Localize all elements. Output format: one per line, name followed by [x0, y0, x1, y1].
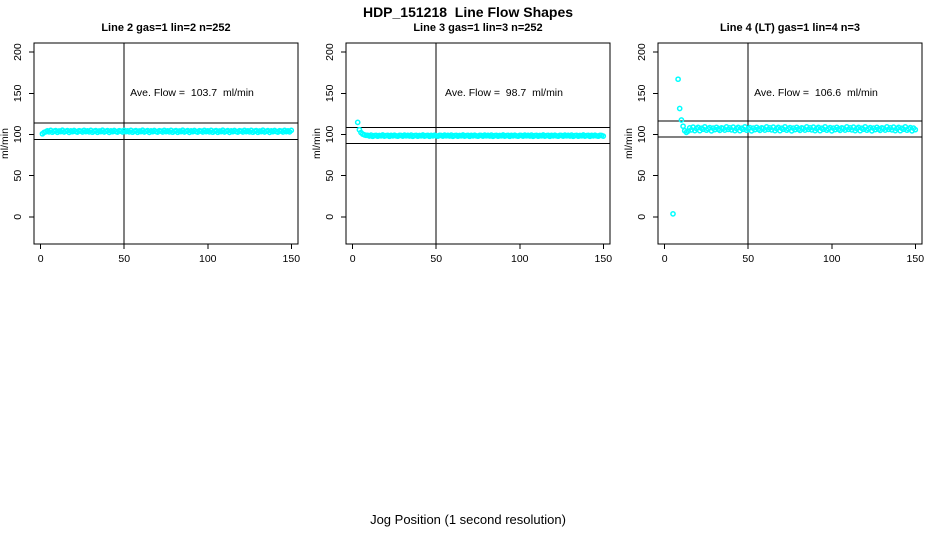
- chart-canvas-line-2: 0 50 100 150 0 50 100 150 200 ml/min: [0, 42, 301, 265]
- x-tick-label: 50: [118, 253, 130, 265]
- x-tick-label: 100: [823, 253, 841, 265]
- panel-line-3: Line 3 gas=1 lin=3 n=252 0 50 100 150 0 50 100…: [312, 0, 624, 280]
- ave-flow-annotation-line-4: Ave. Flow = 106.6 ml/min: [754, 87, 878, 99]
- x-tick-label: 100: [199, 253, 217, 265]
- x-tick-label: 50: [742, 253, 754, 265]
- panel-title-line-3: Line 3 gas=1 lin=3 n=252: [413, 22, 543, 34]
- y-axis-unit-label: ml/min: [0, 128, 11, 159]
- y-tick-label: 200: [324, 43, 336, 61]
- x-tick-label: 150: [283, 253, 301, 265]
- x-tick-label: 0: [662, 253, 668, 265]
- main-title: HDP_151218 Line Flow Shapes: [362, 4, 574, 20]
- panel-title-line-4: Line 4 (LT) gas=1 lin=4 n=3: [719, 22, 861, 34]
- y-tick-label: 50: [636, 170, 648, 182]
- y-tick-label: 200: [636, 43, 648, 61]
- y-tick-label: 150: [636, 84, 648, 102]
- y-axis-unit-label: ml/min: [624, 128, 635, 159]
- ave-flow-annotation-line-3: Ave. Flow = 98.7 ml/min: [445, 87, 563, 99]
- plot-box: [657, 42, 923, 245]
- x-tick-label: 150: [595, 253, 613, 265]
- plot-box: [33, 42, 299, 245]
- y-tick-label: 50: [324, 170, 336, 182]
- data-points: [39, 127, 295, 137]
- panel-line-2: Line 2 gas=1 lin=2 n=252 0 50 100 150 0 50 100…: [0, 0, 312, 280]
- y-tick-label: 150: [324, 84, 336, 102]
- y-tick-label: 200: [12, 43, 24, 61]
- y-axis-unit-label: ml/min: [312, 128, 323, 159]
- chart-canvas-line-3: 0 50 100 150 0 50 100 150 200 ml/min: [312, 42, 613, 265]
- panel-line-4: Line 4 (LT) gas=1 lin=4 n=3 0 50 100 150 0 50…: [624, 0, 936, 280]
- chart-canvas-line-4: 0 50 100 150 0 50 100 150 200 ml/min: [624, 42, 925, 265]
- ave-flow-annotation-line-2: Ave. Flow = 103.7 ml/min: [130, 87, 254, 99]
- x-tick-label: 100: [511, 253, 529, 265]
- x-axis-title: Jog Position (1 second resolution): [370, 512, 566, 527]
- y-tick-label: 150: [12, 84, 24, 102]
- x-tick-label: 150: [907, 253, 925, 265]
- plot-box: [345, 42, 611, 245]
- x-tick-label: 0: [350, 253, 356, 265]
- y-tick-label: 100: [324, 125, 336, 143]
- y-tick-label: 0: [12, 214, 24, 220]
- panel-title-line-2: Line 2 gas=1 lin=2 n=252: [101, 22, 231, 34]
- x-tick-label: 50: [430, 253, 442, 265]
- data-points: [354, 119, 607, 140]
- y-tick-label: 100: [636, 125, 648, 143]
- y-tick-label: 0: [636, 214, 648, 220]
- y-tick-label: 100: [12, 125, 24, 143]
- data-points: [670, 76, 919, 217]
- y-tick-label: 0: [324, 214, 336, 220]
- y-tick-label: 50: [12, 170, 24, 182]
- x-tick-label: 0: [38, 253, 44, 265]
